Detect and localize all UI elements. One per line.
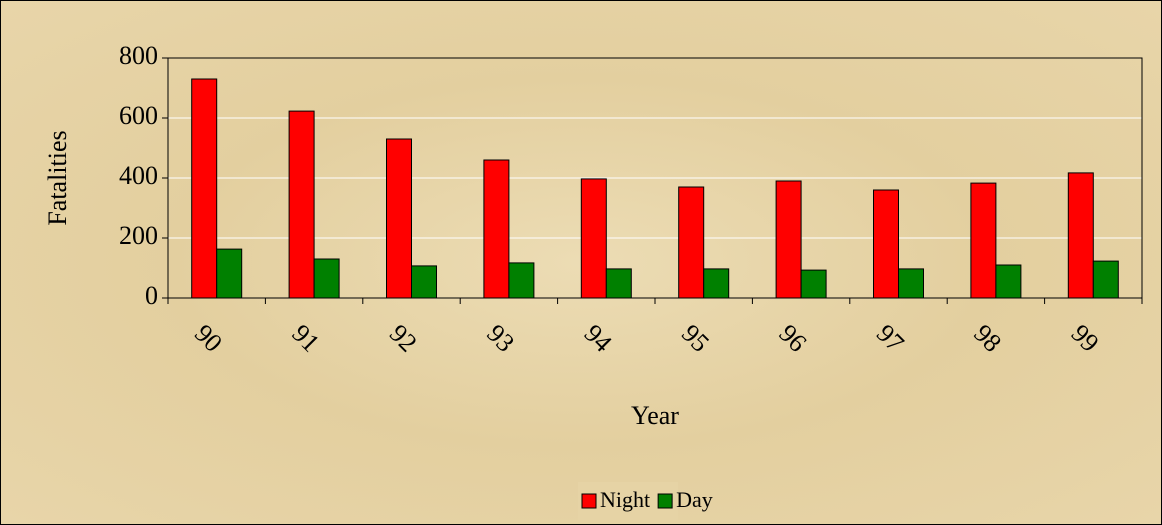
bar [775,180,802,299]
bar [800,269,827,299]
bar [580,178,607,299]
bar [411,265,437,299]
bar [386,138,412,299]
y-tick-label: 200 [119,221,158,250]
bar [216,248,243,299]
bar [508,262,535,299]
bar [288,110,315,299]
bar [898,268,924,299]
y-tick-label: 800 [119,41,158,70]
bar [483,159,510,299]
bar [970,182,997,299]
y-tick-label: 600 [119,101,158,130]
y-tick-label: 0 [145,281,158,310]
y-tick-label: 400 [119,161,158,190]
bar [313,258,340,299]
legend-swatch [657,493,673,509]
legend-label: Night [600,487,650,512]
bar [873,189,899,299]
legend-swatch [581,493,597,509]
bar [1092,260,1119,299]
bar [995,264,1022,299]
bar [605,268,632,299]
x-axis-label: Year [631,401,679,430]
bar [678,186,705,299]
legend-label: Day [676,487,713,512]
bar [191,78,218,299]
bar [1067,172,1094,299]
y-axis-label: Fatalities [43,130,72,225]
bar [703,268,730,299]
